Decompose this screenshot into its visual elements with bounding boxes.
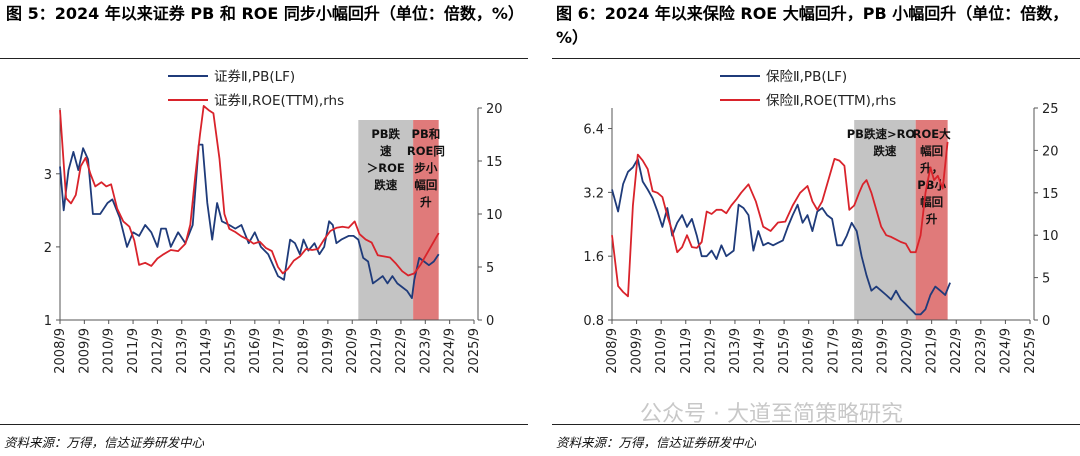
- chart1-xtick-18: 2025/9: [467, 328, 482, 374]
- chart2-shaded-region-2: [915, 120, 948, 320]
- chart1-ytick-right-4: 15: [486, 155, 503, 170]
- chart1-shaded-label-1-3: ＞ROE: [367, 161, 405, 175]
- chart1-shaded-label-1-4: 跌速: [374, 178, 397, 192]
- chart2-xtick-17: 2024/9: [998, 328, 1013, 374]
- chart1-ytick-left-3: 3: [44, 168, 52, 183]
- source-right: 资料来源：万得，信达证券研发中心: [556, 435, 757, 450]
- chart2-ytick-right-1: 0: [1042, 314, 1050, 329]
- chart1-xtick-11: 2018/9: [297, 328, 312, 374]
- chart1-xtick-12: 2019/9: [321, 328, 336, 374]
- chart2-ytick-left-3: 3.2: [583, 186, 604, 201]
- chart2-xtick-18: 2025/9: [1023, 328, 1038, 374]
- chart-title-right: 图 6：2024 年以来保险 ROE 大幅回升，PB 小幅回升（单位：倍数，%）: [556, 4, 1069, 47]
- chart1-xtick-3: 2010/9: [102, 328, 117, 374]
- chart2-ytick-right-5: 20: [1042, 144, 1059, 159]
- chart2-xtick-3: 2010/9: [654, 328, 669, 374]
- chart2-xtick-15: 2022/9: [949, 328, 964, 374]
- chart2-xtick-8: 2015/9: [777, 328, 792, 374]
- chart1-shaded-label-2-3: 步小: [414, 161, 437, 175]
- chart2-xtick-2: 2009/9: [630, 328, 645, 374]
- chart-title-left: 图 5：2024 年以来证券 PB 和 ROE 同步小幅回升（单位：倍数，%）: [6, 4, 524, 23]
- source-rule-right: [552, 424, 1080, 425]
- source-left: 资料来源：万得，信达证券研发中心: [4, 435, 205, 450]
- chart2-series-2-line: [611, 141, 949, 298]
- chart2-ytick-left-1: 0.8: [583, 314, 604, 329]
- chart2-shaded-region-1: [854, 120, 916, 320]
- chart1-xtick-4: 2011/9: [126, 328, 141, 374]
- chart1-shaded-label-2-1: PB和: [412, 127, 441, 141]
- chart2-xtick-14: 2021/9: [925, 328, 940, 374]
- title-rule-left: [0, 58, 528, 59]
- chart1-shaded-label-2-2: ROE同: [407, 144, 445, 158]
- chart1-ytick-right-1: 0: [486, 314, 494, 329]
- chart2-xtick-6: 2013/9: [728, 328, 743, 374]
- chart1-xtick-16: 2023/9: [418, 328, 433, 374]
- chart1-shaded-label-1-1: PB跌: [371, 127, 400, 141]
- chart1-xtick-17: 2024/9: [443, 328, 458, 374]
- chart2-xtick-13: 2020/9: [900, 328, 915, 374]
- chart1-xtick-8: 2015/9: [223, 328, 238, 374]
- chart1-shaded-region-2: [413, 120, 439, 320]
- chart1-xtick-9: 2016/9: [248, 328, 263, 374]
- chart1-shaded-label-2-5: 升: [420, 195, 432, 209]
- chart2-xtick-4: 2011/9: [679, 328, 694, 374]
- chart2-shaded-label-1-2: 跌速: [873, 144, 896, 158]
- chart1-series-1-line: [59, 143, 440, 299]
- chart2-shaded-label-2-2: 幅回: [920, 144, 943, 158]
- chart2-shaded-label-2-1: ROE大: [913, 127, 951, 141]
- chart1-xtick-6: 2013/9: [175, 328, 190, 374]
- chart2-xtick-9: 2016/9: [802, 328, 817, 374]
- chart1-ytick-left-2: 2: [44, 241, 52, 256]
- chart2-xtick-11: 2018/9: [851, 328, 866, 374]
- chart2-xtick-7: 2014/9: [753, 328, 768, 374]
- chart1-ytick-left-1: 1: [44, 314, 52, 329]
- chart2-shaded-label-2-5: 幅回: [920, 195, 943, 209]
- chart2-shaded-label-2-6: 升: [926, 212, 938, 226]
- chart1-ytick-right-3: 10: [486, 208, 503, 223]
- watermark: 公众号 · 大道至简策略研究: [640, 402, 903, 427]
- chart1-xtick-1: 2008/9: [53, 328, 68, 374]
- chart2-ytick-right-3: 10: [1042, 229, 1059, 244]
- chart2-ytick-left-2: 1.6: [583, 250, 604, 265]
- chart1-legend-label-1: 证券Ⅱ,PB(LF): [214, 69, 295, 85]
- source-rule-left: [0, 424, 528, 425]
- chart2-shaded-label-1-1: PB跌速>ROE: [847, 127, 923, 141]
- chart2-ytick-left-4: 6.4: [583, 123, 604, 138]
- chart1-shaded-label-2-4: 幅回: [414, 178, 437, 192]
- chart2-xtick-10: 2017/9: [826, 328, 841, 374]
- chart1-xtick-13: 2020/9: [345, 328, 360, 374]
- chart1-ytick-right-2: 5: [486, 261, 494, 276]
- chart1-xtick-15: 2022/9: [394, 328, 409, 374]
- chart1-xtick-2: 2009/9: [77, 328, 92, 374]
- chart1-shaded-label-1-2: 速: [380, 144, 392, 158]
- chart1-xtick-10: 2017/9: [272, 328, 287, 374]
- chart1-ytick-right-5: 20: [486, 102, 503, 117]
- chart1-xtick-5: 2012/9: [150, 328, 165, 374]
- chart2-ytick-right-4: 15: [1042, 187, 1059, 202]
- chart2-xtick-16: 2023/9: [974, 328, 989, 374]
- chart2-xtick-1: 2008/9: [605, 328, 620, 374]
- chart2-legend-label-2: 保险Ⅱ,ROE(TTM),rhs: [766, 93, 896, 109]
- chart2-shaded-label-2-3: 升，: [920, 161, 943, 175]
- chart2-legend-label-1: 保险Ⅱ,PB(LF): [766, 69, 847, 85]
- chart1-legend-label-2: 证券Ⅱ,ROE(TTM),rhs: [214, 93, 344, 109]
- chart1-shaded-region-1: [358, 120, 414, 320]
- chart2-xtick-5: 2012/9: [703, 328, 718, 374]
- chart1-series-2-line: [59, 105, 440, 277]
- chart2-ytick-right-6: 25: [1042, 102, 1059, 117]
- chart1-xtick-14: 2021/9: [370, 328, 385, 374]
- chart1-xtick-7: 2014/9: [199, 328, 214, 374]
- chart2-series-1-line: [611, 158, 951, 316]
- chart2-xtick-12: 2019/9: [875, 328, 890, 374]
- title-rule-right: [552, 58, 1080, 59]
- chart2-ytick-right-2: 5: [1042, 272, 1050, 287]
